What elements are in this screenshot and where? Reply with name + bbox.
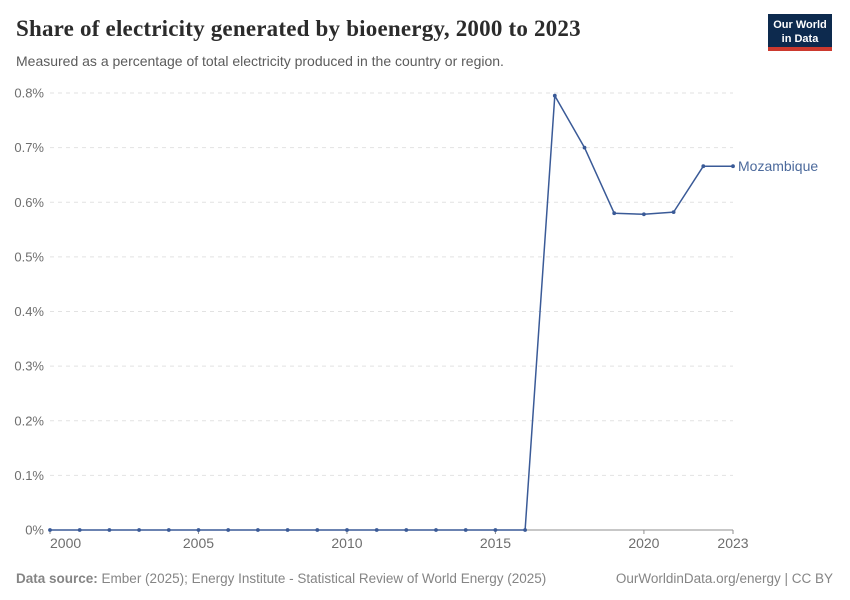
x-tick-label: 2005 <box>183 535 214 551</box>
owid-logo[interactable]: Our World in Data <box>768 14 832 51</box>
footer-license-link[interactable]: OurWorldinData.org/energy | CC BY <box>615 571 833 586</box>
y-tick-label: 0.7% <box>14 140 44 155</box>
series-line[interactable] <box>49 94 734 531</box>
series-label-mozambique[interactable]: Mozambique <box>738 158 819 174</box>
y-tick-label: 0.8% <box>14 86 44 101</box>
data-point[interactable] <box>345 528 349 532</box>
chart-footer: Data source: Ember (2025); Energy Instit… <box>16 571 833 586</box>
data-point[interactable] <box>523 528 527 532</box>
chart-title: Share of electricity generated by bioene… <box>16 16 581 41</box>
data-point[interactable] <box>582 145 587 150</box>
data-point[interactable] <box>166 528 171 532</box>
data-point[interactable] <box>226 528 231 532</box>
x-tick-label: 2023 <box>717 535 748 551</box>
x-tick-label: 2010 <box>331 535 362 551</box>
data-point[interactable] <box>404 528 409 532</box>
chart-subtitle: Measured as a percentage of total electr… <box>16 53 504 69</box>
y-tick-label: 0% <box>25 523 44 538</box>
owid-logo-line1: Our World <box>773 19 827 31</box>
y-tick-label: 0.2% <box>14 413 44 428</box>
data-point[interactable] <box>493 528 498 532</box>
data-point[interactable] <box>77 528 82 532</box>
data-point[interactable] <box>463 528 468 532</box>
chart-header: Share of electricity generated by bioene… <box>0 0 850 80</box>
data-point[interactable] <box>671 210 676 215</box>
data-point[interactable] <box>552 93 557 98</box>
data-point[interactable] <box>701 164 706 169</box>
data-point[interactable] <box>642 212 646 217</box>
data-point[interactable] <box>731 164 735 169</box>
data-point[interactable] <box>315 528 320 532</box>
y-tick-label: 0.1% <box>14 468 44 483</box>
data-point[interactable] <box>256 528 260 532</box>
data-point[interactable] <box>107 528 112 532</box>
data-point[interactable] <box>48 528 52 532</box>
data-source-note: Data source: Ember (2025); Energy Instit… <box>16 571 546 586</box>
y-tick-label: 0.5% <box>14 249 44 264</box>
data-source-text: Ember (2025); Energy Institute - Statist… <box>101 571 547 586</box>
y-tick-label: 0.3% <box>14 359 44 374</box>
x-tick-label: 2000 <box>50 535 81 551</box>
data-point[interactable] <box>196 528 201 532</box>
data-point[interactable] <box>285 528 290 532</box>
x-tick-label: 2015 <box>480 535 511 551</box>
owid-logo-line2: in Data <box>781 33 819 46</box>
data-point[interactable] <box>612 211 617 216</box>
x-tick-label: 2020 <box>628 535 659 551</box>
y-tick-label: 0.4% <box>14 304 44 319</box>
data-point[interactable] <box>434 528 438 532</box>
data-point[interactable] <box>374 528 379 532</box>
y-tick-label: 0.6% <box>14 195 44 210</box>
data-source-label: Data source: <box>16 571 98 586</box>
data-point[interactable] <box>137 528 142 532</box>
